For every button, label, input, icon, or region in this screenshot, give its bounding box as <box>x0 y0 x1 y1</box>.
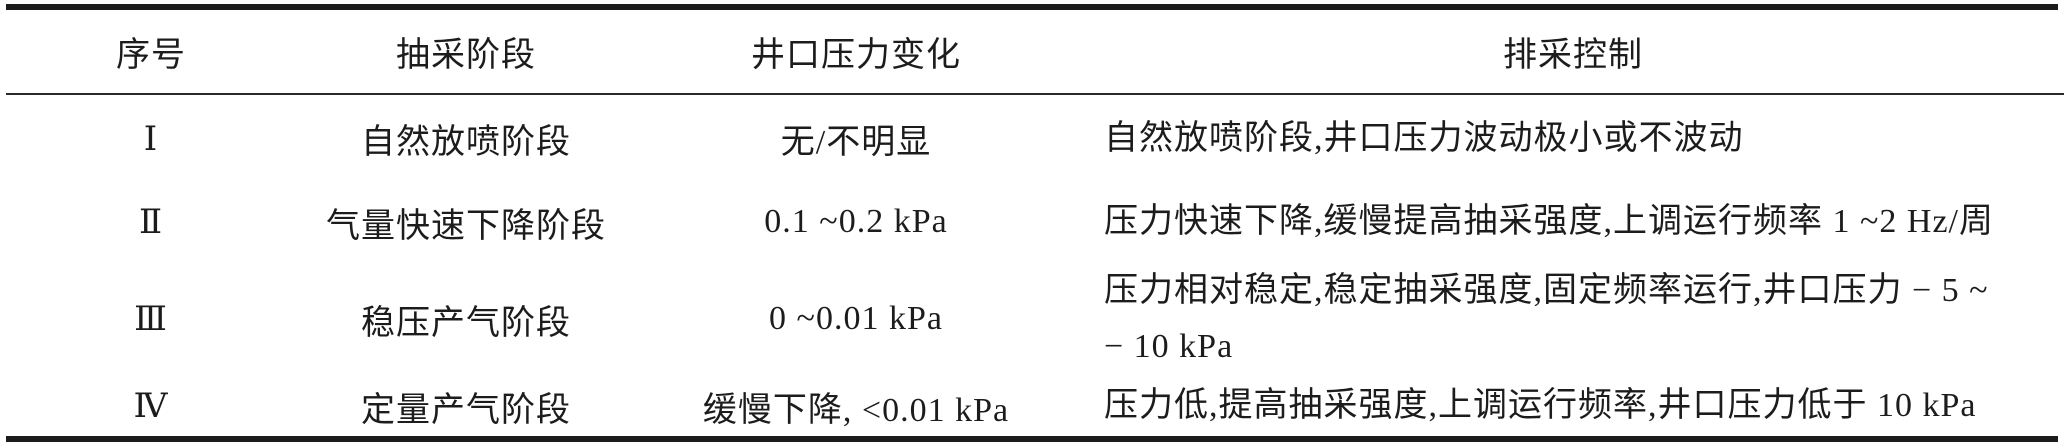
table-header-row: 序号 抽采阶段 井口压力变化 排采控制 <box>6 10 2064 94</box>
table-row: Ⅲ 稳压产气阶段 0 ~0.01 kPa 压力相对稳定,稳定抽采强度,固定频率运… <box>6 262 2064 376</box>
table-row: Ⅳ 定量产气阶段 缓慢下降, <0.01 kPa 压力低,提高抽采强度,上调运行… <box>6 376 2064 436</box>
control-text-line1: 压力低,提高抽采强度,上调运行频率,井口压力低于 10 kPa <box>1104 387 1977 424</box>
col-header-control: 排采控制 <box>1503 37 1643 74</box>
col-header-stage: 抽采阶段 <box>396 37 536 74</box>
cell-control: 压力低,提高抽采强度,上调运行频率,井口压力低于 10 kPa <box>1076 376 2064 436</box>
cell-stage: 定量产气阶段 <box>361 391 571 429</box>
cell-stage: 气量快速下降阶段 <box>326 207 606 245</box>
col-header-seq: 序号 <box>116 37 186 74</box>
control-text-line2: − 10 kPa <box>1104 328 1234 365</box>
cell-seq: Ⅰ <box>143 120 159 158</box>
cell-seq: Ⅳ <box>133 388 169 425</box>
cell-stage: 自然放喷阶段 <box>361 124 571 161</box>
cell-seq: Ⅲ <box>134 301 168 338</box>
cell-control: 压力相对稳定,稳定抽采强度,固定频率运行,井口压力 − 5 ~ − 10 kPa <box>1076 262 2064 376</box>
control-text-line1: 压力快速下降,缓慢提高抽采强度,上调运行频率 1 ~2 Hz/周 <box>1104 203 1994 240</box>
drainage-stage-table: 序号 抽采阶段 井口压力变化 排采控制 Ⅰ 自然放喷阶段 无/不明显 自然放喷阶… <box>6 4 2064 442</box>
cell-seq: Ⅱ <box>138 204 164 241</box>
control-text-line1: 自然放喷阶段,井口压力波动极小或不波动 <box>1104 119 1744 157</box>
table: 序号 抽采阶段 井口压力变化 排采控制 Ⅰ 自然放喷阶段 无/不明显 自然放喷阶… <box>6 10 2064 436</box>
cell-pressure: 0.1 ~0.2 kPa <box>764 203 948 240</box>
cell-control: 压力快速下降,缓慢提高抽采强度,上调运行频率 1 ~2 Hz/周 <box>1076 182 2064 262</box>
table-row: Ⅱ 气量快速下降阶段 0.1 ~0.2 kPa 压力快速下降,缓慢提高抽采强度,… <box>6 182 2064 262</box>
cell-stage: 稳压产气阶段 <box>361 304 571 342</box>
control-text-line1: 压力相对稳定,稳定抽采强度,固定频率运行,井口压力 − 5 ~ <box>1104 272 1989 309</box>
table-row: Ⅰ 自然放喷阶段 无/不明显 自然放喷阶段,井口压力波动极小或不波动 <box>6 94 2064 182</box>
cell-control: 自然放喷阶段,井口压力波动极小或不波动 <box>1076 94 2064 182</box>
col-header-pressure: 井口压力变化 <box>751 37 961 74</box>
cell-pressure: 缓慢下降, <0.01 kPa <box>702 391 1010 429</box>
cell-pressure: 0 ~0.01 kPa <box>769 300 943 337</box>
cell-pressure: 无/不明显 <box>780 124 932 161</box>
